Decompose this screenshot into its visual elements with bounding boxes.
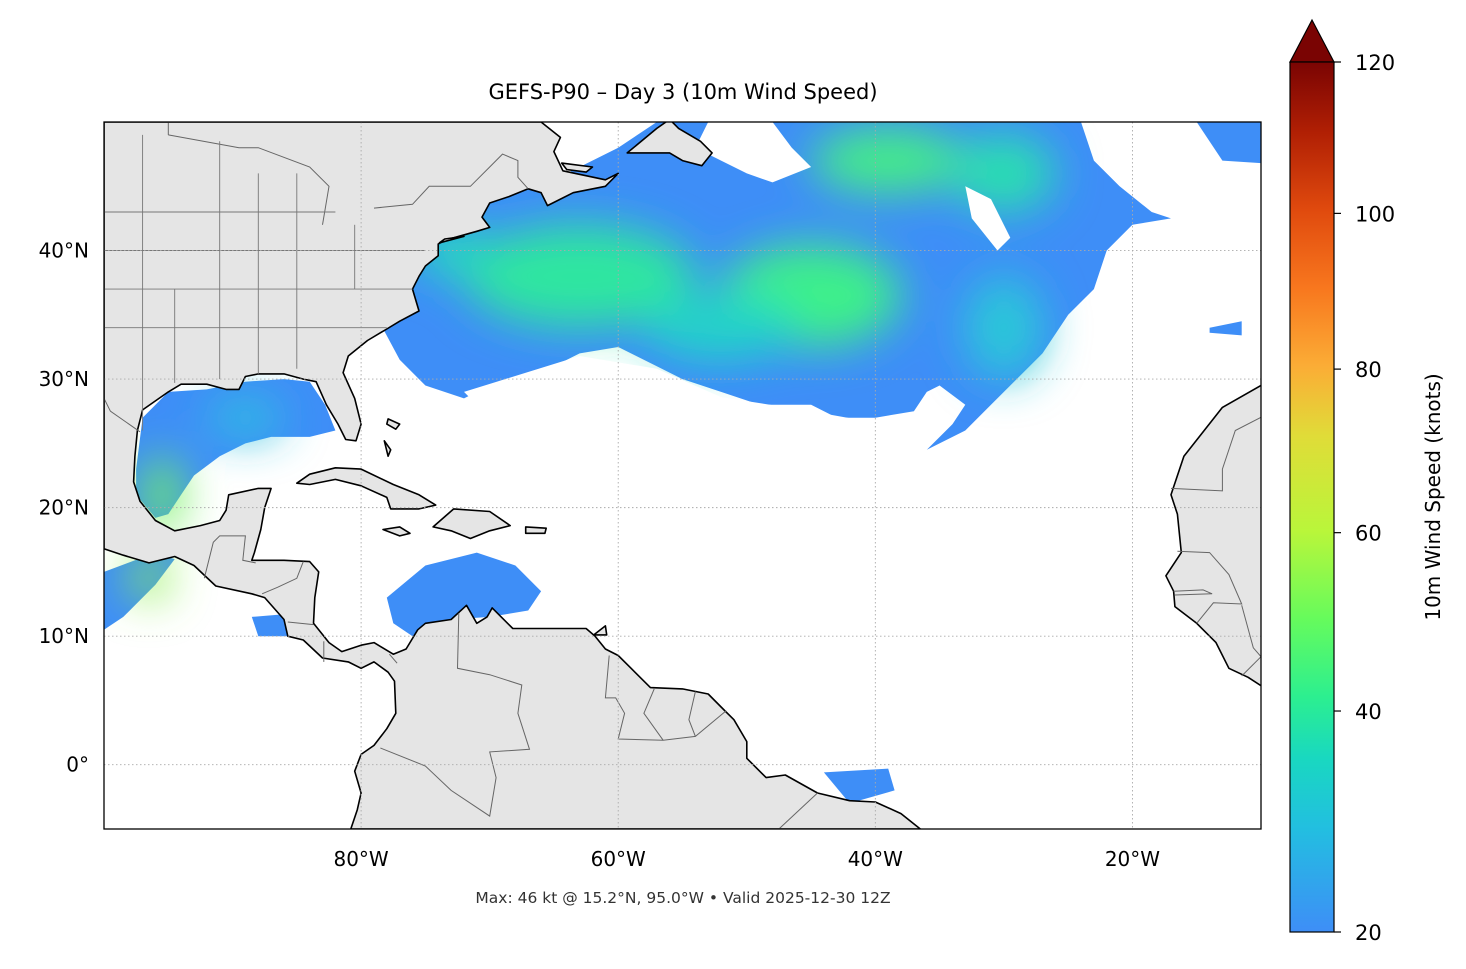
wind-intensity-area: [206, 398, 284, 437]
border-line: [389, 653, 398, 664]
wind-region: [136, 379, 336, 518]
x-tick-label: 40°W: [848, 847, 903, 871]
wind-region: [386, 552, 542, 637]
border-line: [1177, 550, 1243, 624]
wind-region: [1196, 122, 1261, 164]
landmass: [385, 418, 401, 431]
x-tick-label: 20°W: [1105, 847, 1160, 871]
x-tick-label: 60°W: [591, 847, 646, 871]
border-line: [261, 561, 304, 595]
landmass: [383, 439, 392, 458]
land-layer: [104, 122, 1261, 829]
x-tick-label: 80°W: [333, 847, 388, 871]
border-line: [203, 535, 256, 579]
wind-region: [251, 614, 291, 637]
wind-region: [823, 768, 895, 804]
border-line: [1241, 605, 1261, 677]
y-tick-label: 10°N: [39, 624, 89, 648]
map-area: [104, 122, 1261, 829]
landmass: [382, 526, 411, 537]
landmass: [295, 466, 437, 510]
y-tick-label: 30°N: [39, 367, 89, 391]
border-line: [643, 688, 664, 741]
border-line: [380, 612, 531, 817]
border-line: [287, 621, 314, 626]
border-line: [1173, 589, 1213, 596]
landmass: [104, 122, 922, 829]
wind-intensity-area: [643, 295, 799, 360]
wind-intensity-area: [142, 456, 182, 534]
border-line: [778, 792, 818, 829]
border-line: [373, 153, 529, 209]
y-tick-label: 40°N: [39, 239, 89, 263]
wind-intensity-area: [952, 134, 1056, 212]
colorbar-tick-label: 120: [1355, 51, 1395, 75]
y-tick-label: 0°: [66, 753, 89, 777]
border-line: [1170, 416, 1261, 492]
landmass: [560, 162, 594, 173]
colorbar-tick-label: 20: [1355, 921, 1382, 945]
footer-text: Max: 46 kt @ 15.2°N, 95.0°W • Valid 2025…: [475, 889, 890, 907]
map-axis-ticks: 80°W 60°W 40°W 20°W 40°N 30°N 20°N 10°N 0°: [39, 239, 1161, 871]
wind-region: [1209, 321, 1242, 336]
colorbar-tick-label: 60: [1355, 522, 1382, 546]
colorbar-tick-label: 80: [1355, 358, 1382, 382]
landmass: [626, 122, 713, 167]
colorbar: 20 40 60 80 100 120 10m Wind Speed (knots): [1289, 18, 1445, 945]
landmass: [438, 235, 465, 244]
colorbar-tick-label: 100: [1355, 202, 1395, 226]
colorbar-extend-arrow: [1289, 18, 1335, 63]
y-tick-label: 20°N: [39, 496, 89, 520]
map-frame: [103, 121, 1262, 830]
chart-title: GEFS-P90 – Day 3 (10m Wind Speed): [488, 80, 877, 104]
border-line: [168, 134, 330, 225]
landmass: [524, 526, 548, 535]
border-line: [104, 398, 141, 433]
colorbar-tick-label: 40: [1355, 700, 1382, 724]
border-line: [688, 691, 696, 737]
colorbar-gradient: [1289, 61, 1335, 933]
wind-intensity-area: [965, 276, 1043, 380]
border-line: [1260, 655, 1261, 657]
wind-intensity-area: [128, 557, 170, 599]
colorbar-label: 10m Wind Speed (knots): [1421, 373, 1445, 620]
landmass: [592, 625, 608, 636]
landmass: [432, 508, 512, 540]
wind-intensity-area: [811, 128, 966, 193]
gridlines: [104, 122, 1261, 829]
border-line: [604, 655, 727, 741]
landmass: [1165, 384, 1261, 687]
